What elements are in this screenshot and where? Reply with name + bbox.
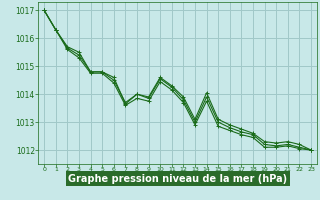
X-axis label: Graphe pression niveau de la mer (hPa): Graphe pression niveau de la mer (hPa) — [68, 174, 287, 184]
